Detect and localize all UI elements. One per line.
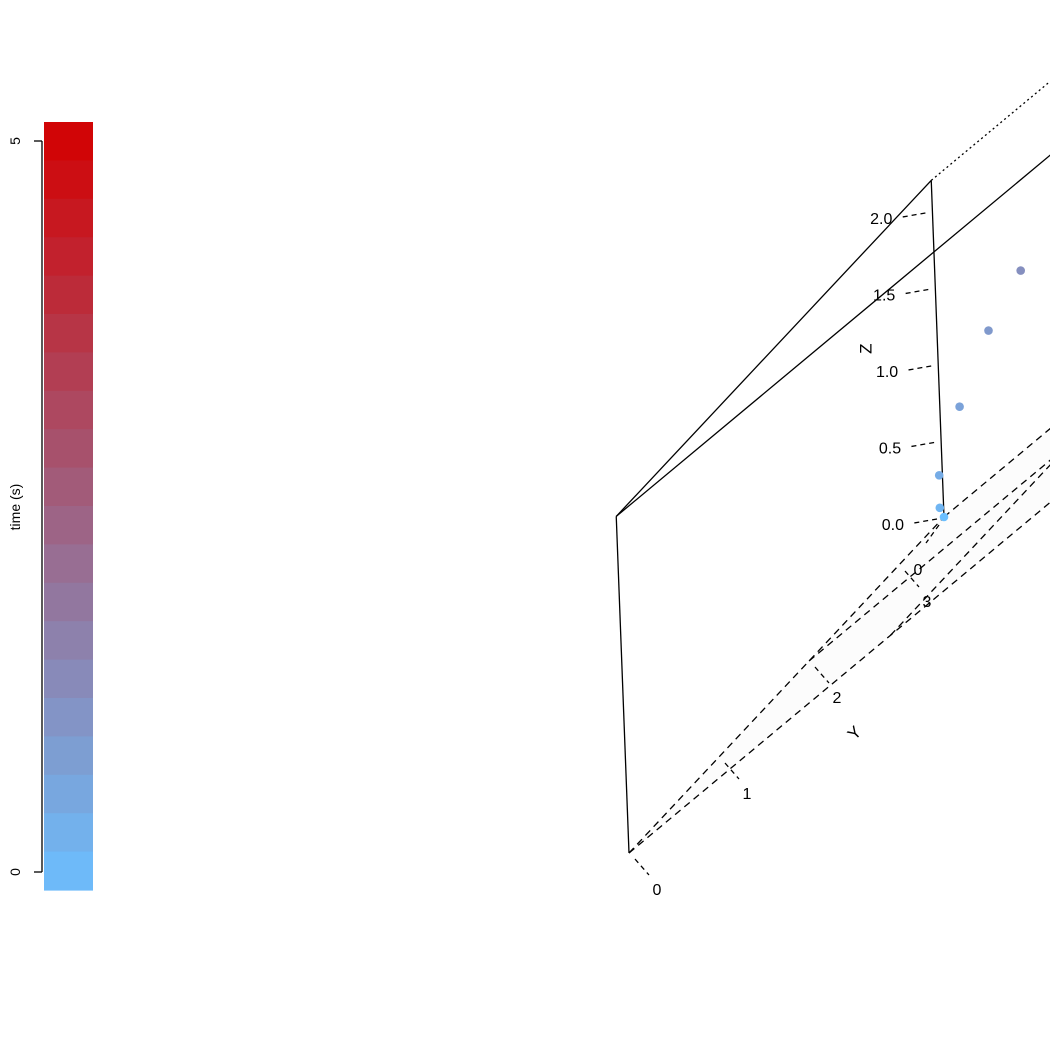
colorbar-segment (44, 774, 93, 814)
data-point (1016, 266, 1025, 275)
y-tick-label: 1 (743, 786, 752, 803)
z-tick (910, 441, 935, 448)
data-point (934, 471, 944, 480)
colorbar-max-label: 5 (7, 137, 23, 145)
colorbar-segment (44, 275, 93, 315)
y-axis-title: Y (844, 722, 865, 743)
z-tick (913, 518, 938, 524)
z-tick-label: 1.0 (876, 364, 898, 381)
z-tick (905, 288, 929, 295)
z-tick-label: 2.0 (870, 211, 892, 228)
colorbar-segment (44, 314, 93, 353)
colorbar-segment (44, 851, 93, 891)
data-points (934, 266, 1025, 522)
y-tick-label: 0 (653, 882, 662, 899)
y-tick (634, 858, 650, 876)
back-top-edge-x (930, 80, 1050, 181)
z-tick (902, 212, 926, 218)
data-point (984, 326, 993, 335)
colorbar-segment (44, 160, 93, 200)
colorbar-segment (44, 621, 93, 661)
floor-edge-front-x (628, 501, 1050, 854)
plot-box (615, 80, 1050, 854)
data-point (939, 512, 949, 522)
colorbar-segment (44, 659, 93, 699)
vertical-edge-left (930, 180, 945, 518)
colorbar-segment (44, 736, 93, 776)
floor-panel (629, 428, 1050, 853)
colorbar-title: time (s) (7, 484, 23, 531)
floor-grid-x-1 (889, 464, 1050, 636)
colorbar-segment (44, 198, 93, 238)
top-edge-x (615, 154, 1050, 517)
colorbar-segment (44, 544, 93, 584)
colorbar-segment (44, 506, 93, 545)
colorbar-segment (44, 352, 93, 392)
y-tick (814, 666, 830, 684)
z-tick-label: 0.0 (882, 517, 904, 534)
y-tick (724, 762, 740, 780)
floor-edge-front-y (628, 516, 945, 854)
colorbar-segment (44, 390, 93, 430)
y-tick-label: 2 (833, 690, 842, 707)
x-tick (925, 524, 940, 544)
floor-edge-back-x (943, 427, 1050, 518)
vertical-edge-origin (615, 516, 630, 854)
y-tick (904, 570, 920, 588)
colorbar-segment (44, 237, 93, 277)
z-tick (908, 365, 932, 371)
x-tick-label: 0 (914, 562, 923, 579)
data-point (955, 402, 964, 412)
top-edge-y (615, 179, 932, 517)
z-tick-label: 0.5 (879, 441, 901, 458)
colorbar-segment (44, 122, 93, 161)
colorbar: 5 0 time (s) (7, 122, 93, 891)
colorbar-segment (44, 698, 93, 737)
y-tick-label: 3 (923, 594, 932, 611)
z-tick-label: 1.5 (873, 288, 895, 305)
colorbar-segment (44, 467, 93, 507)
colorbar-segment (44, 429, 93, 469)
colorbar-min-label: 0 (7, 868, 23, 876)
z-axis-title: Z (857, 344, 876, 354)
data-point (935, 503, 945, 513)
colorbar-segment (44, 582, 93, 622)
colorbar-segment (44, 813, 93, 853)
